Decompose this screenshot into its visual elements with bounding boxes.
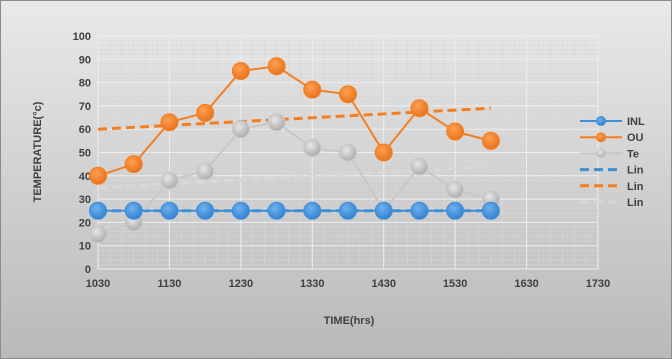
data-point	[267, 57, 286, 76]
data-point	[303, 138, 322, 157]
data-point	[339, 85, 357, 104]
data-point	[446, 180, 465, 199]
data-point	[89, 201, 107, 220]
y-tick-label: 70	[79, 101, 91, 113]
y-tick-label: 80	[79, 78, 91, 90]
data-point	[196, 201, 215, 220]
data-point	[339, 201, 357, 220]
series	[89, 57, 500, 244]
data-point	[89, 166, 107, 185]
data-point	[267, 201, 286, 220]
legend-marker	[596, 116, 606, 126]
data-point	[231, 61, 250, 80]
data-point	[481, 201, 500, 220]
data-point	[267, 113, 286, 132]
data-point	[231, 120, 250, 139]
y-tick-label: 10	[79, 241, 91, 253]
legend-label: Lin	[627, 181, 644, 193]
data-point	[196, 103, 215, 122]
data-point	[374, 201, 393, 220]
y-tick-label: 30	[79, 194, 91, 206]
x-tick-label: 1330	[300, 278, 324, 290]
x-tick-label: 1430	[371, 278, 395, 290]
x-tick-labels: 1030 1130 1230 1330 1430 1530 1630 1730	[86, 278, 610, 290]
data-point	[89, 225, 107, 244]
data-point	[339, 143, 357, 162]
x-tick-label: 1630	[514, 278, 538, 290]
data-point	[410, 157, 429, 176]
legend-label: OU	[627, 132, 644, 144]
y-tick-label: 50	[79, 148, 91, 160]
x-tick-label: 1130	[157, 278, 181, 290]
x-axis-title: TIME(hrs)	[324, 315, 375, 327]
data-point	[196, 162, 215, 181]
y-tick-label: 90	[79, 54, 91, 66]
data-point	[231, 201, 250, 220]
legend-marker	[596, 148, 606, 159]
data-point	[481, 131, 500, 150]
data-point	[160, 113, 179, 132]
data-point	[410, 201, 429, 220]
x-tick-label: 1530	[443, 278, 467, 290]
x-tick-label: 1230	[229, 278, 253, 290]
data-point	[446, 201, 465, 220]
data-point	[160, 201, 179, 220]
data-point	[374, 143, 393, 162]
data-point	[446, 122, 465, 141]
y-tick-label: 20	[79, 217, 91, 229]
x-tick-label: 1730	[586, 278, 610, 290]
y-tick-label: 100	[73, 31, 91, 43]
y-axis-title: TEMPERATURE(°c)	[32, 101, 44, 202]
data-point	[124, 155, 143, 174]
y-tick-label: 60	[79, 124, 91, 136]
legend-label: Lin	[627, 197, 644, 209]
legend-label: Te	[627, 148, 639, 160]
x-tick-label: 1030	[86, 278, 110, 290]
legend-label: INL	[627, 116, 645, 128]
legend-marker	[596, 132, 606, 143]
data-point	[410, 99, 429, 118]
legend-label: Lin	[627, 165, 644, 177]
data-point	[303, 201, 322, 220]
data-point	[303, 80, 322, 99]
data-point	[124, 201, 143, 220]
y-tick-label: 40	[79, 171, 91, 183]
y-tick-labels: 0 10 20 30 40 50 60 70 80 90 100	[73, 31, 91, 276]
legend: INL OU Te Lin Lin Lin	[580, 116, 645, 209]
data-point	[160, 171, 179, 190]
y-tick-label: 0	[85, 264, 91, 276]
